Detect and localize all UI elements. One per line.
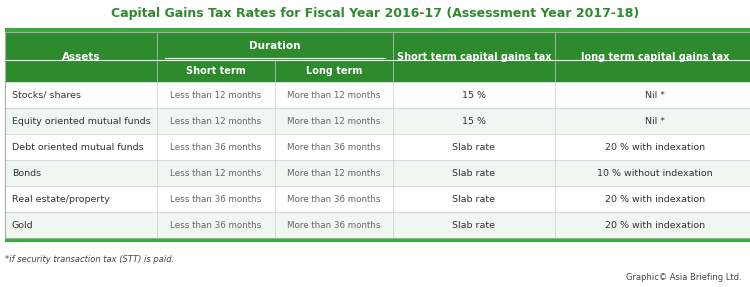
Text: Capital Gains Tax Rates for Fiscal Year 2016-17 (Assessment Year 2017-18): Capital Gains Tax Rates for Fiscal Year …: [111, 7, 639, 20]
Text: Graphic© Asia Briefing Ltd.: Graphic© Asia Briefing Ltd.: [626, 273, 742, 282]
Text: 15 %: 15 %: [462, 90, 486, 100]
Text: Duration: Duration: [249, 41, 301, 51]
Text: Slab rate: Slab rate: [452, 143, 496, 152]
Text: Real estate/property: Real estate/property: [12, 195, 110, 203]
Text: More than 12 months: More than 12 months: [287, 117, 381, 125]
Text: Slab rate: Slab rate: [452, 220, 496, 230]
Text: More than 36 months: More than 36 months: [287, 195, 381, 203]
Text: long term capital gains tax: long term capital gains tax: [580, 52, 729, 62]
Text: Nil *: Nil *: [645, 90, 665, 100]
Bar: [5, 82, 750, 108]
Text: 20 % with indexation: 20 % with indexation: [605, 220, 705, 230]
Text: Gold: Gold: [12, 220, 34, 230]
Bar: [5, 212, 750, 238]
Text: 10 % without indexation: 10 % without indexation: [597, 168, 712, 177]
Text: Slab rate: Slab rate: [452, 168, 496, 177]
Text: Equity oriented mutual funds: Equity oriented mutual funds: [12, 117, 151, 125]
Text: Slab rate: Slab rate: [452, 195, 496, 203]
Text: *if security transaction tax (STT) is paid.: *if security transaction tax (STT) is pa…: [5, 255, 174, 264]
Text: Less than 36 months: Less than 36 months: [170, 220, 262, 230]
Bar: [5, 160, 750, 186]
Bar: [5, 28, 750, 32]
Text: Stocks/ shares: Stocks/ shares: [12, 90, 81, 100]
Text: More than 12 months: More than 12 months: [287, 90, 381, 100]
Text: 20 % with indexation: 20 % with indexation: [605, 195, 705, 203]
Text: Debt oriented mutual funds: Debt oriented mutual funds: [12, 143, 144, 152]
Text: Short term: Short term: [186, 66, 246, 76]
Bar: [5, 32, 750, 238]
Bar: [5, 186, 750, 212]
Text: Assets: Assets: [62, 52, 100, 62]
Text: Long term: Long term: [306, 66, 362, 76]
Bar: [5, 134, 750, 160]
Text: Less than 12 months: Less than 12 months: [170, 117, 262, 125]
Bar: [5, 238, 750, 242]
Bar: [5, 108, 750, 134]
Text: Less than 36 months: Less than 36 months: [170, 143, 262, 152]
Text: 15 %: 15 %: [462, 117, 486, 125]
Text: Nil *: Nil *: [645, 117, 665, 125]
Text: 20 % with indexation: 20 % with indexation: [605, 143, 705, 152]
Text: Less than 36 months: Less than 36 months: [170, 195, 262, 203]
Text: Less than 12 months: Less than 12 months: [170, 90, 262, 100]
Text: More than 36 months: More than 36 months: [287, 143, 381, 152]
Text: More than 36 months: More than 36 months: [287, 220, 381, 230]
Bar: [5, 32, 750, 82]
Text: Short term capital gains tax: Short term capital gains tax: [397, 52, 551, 62]
Text: More than 12 months: More than 12 months: [287, 168, 381, 177]
Text: Bonds: Bonds: [12, 168, 41, 177]
Text: Less than 12 months: Less than 12 months: [170, 168, 262, 177]
